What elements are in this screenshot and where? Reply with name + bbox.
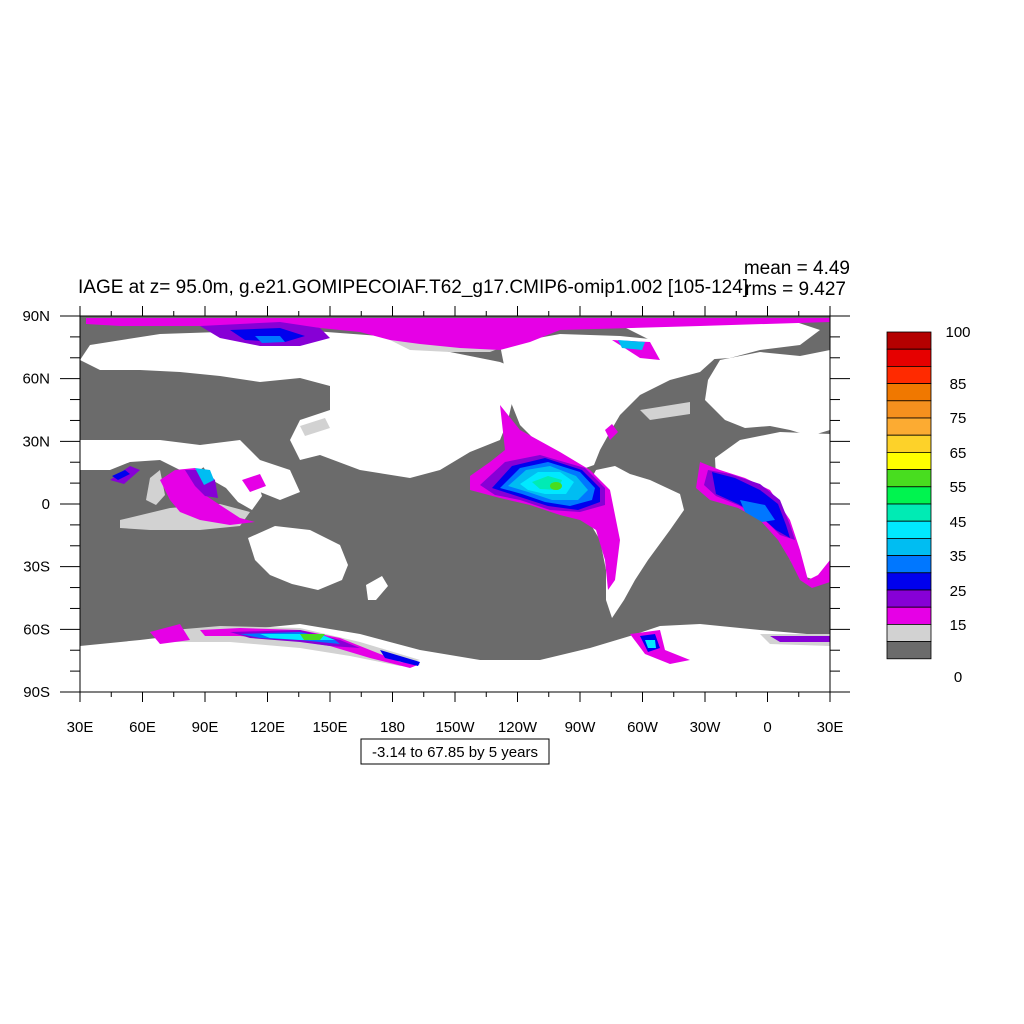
colorbar-swatch (886, 606, 932, 625)
land-southeast-asia (200, 460, 262, 510)
colorbar-swatch (886, 365, 932, 384)
x-tick-label: 120W (498, 719, 538, 736)
patch-indian-ocean (160, 468, 255, 525)
colorbar-swatch (886, 348, 932, 367)
colorbar-swatch (886, 520, 932, 539)
x-tick-label: 150W (435, 719, 475, 736)
colorbar-swatch (886, 400, 932, 419)
colorbar-swatch (886, 572, 932, 591)
mean-label: mean = 4.49 (744, 258, 850, 279)
land-greenland (620, 318, 820, 360)
colorbar-swatch (886, 503, 932, 522)
y-tick-label: 60N (22, 371, 50, 388)
colorbar-swatch (886, 434, 932, 453)
x-tick-label: 60W (627, 719, 659, 736)
contour-info: -3.14 to 67.85 by 5 years (372, 744, 538, 761)
x-tick-label: 30E (817, 719, 844, 736)
colorbar-swatch (886, 469, 932, 488)
colorbar-swatch (886, 331, 932, 350)
x-tick-label: 90E (192, 719, 219, 736)
colorbar-label: 55 (950, 479, 967, 496)
x-tick-label: 0 (763, 719, 771, 736)
x-tick-label: 30W (690, 719, 722, 736)
colorbar-label: 25 (950, 583, 967, 600)
y-tick-label: 90S (23, 684, 50, 701)
colorbar-label: 65 (950, 445, 967, 462)
x-tick-label: 30E (67, 719, 94, 736)
y-tick-label: 90N (22, 308, 50, 325)
colorbar-swatch (886, 417, 932, 436)
land-north-america (500, 334, 720, 470)
land-northern-eurasia (80, 330, 520, 478)
x-tick-label: 150E (312, 719, 347, 736)
colorbar-swatch (886, 641, 932, 660)
x-tick-label: 60E (129, 719, 156, 736)
map-title: IAGE at z= 95.0m, g.e21.GOMIPECOIAF.T62_… (78, 277, 748, 298)
colorbar-label: 75 (950, 410, 967, 427)
x-axis-labels: 30E 60E 90E 120E 150E 180 150W 120W 90W 60W 30W 0 30… (67, 719, 844, 736)
colorbar-label: 15 (950, 617, 967, 634)
colorbar-swatch (886, 451, 932, 470)
colorbar-swatch (886, 486, 932, 505)
land-australia (248, 526, 348, 590)
colorbar: 100 85 75 65 55 45 35 25 15 0 (886, 324, 971, 686)
x-tick-label: 120E (250, 719, 285, 736)
rms-label: rms = 9.427 (745, 279, 846, 300)
colorbar-swatch (886, 555, 932, 574)
colorbar-label: 85 (950, 376, 967, 393)
y-tick-label: 0 (42, 496, 50, 513)
x-tick-label: 180 (380, 719, 405, 736)
y-axis-labels: 90N 60N 30N 0 30S 60S 90S (22, 308, 50, 701)
colorbar-label: 0 (954, 669, 962, 686)
x-tick-label: 90W (565, 719, 597, 736)
axis-ticks (60, 306, 850, 702)
land-europe (705, 350, 830, 436)
colorbar-label: 35 (950, 548, 967, 565)
colorbar-label: 100 (945, 324, 970, 341)
colorbar-swatch (886, 383, 932, 402)
colorbar-label: 45 (950, 514, 967, 531)
patch-southern-ocean (150, 624, 190, 644)
colorbar-swatch (886, 538, 932, 557)
y-tick-label: 30S (23, 559, 50, 576)
age-patches (86, 318, 830, 668)
contour-info-box: -3.14 to 67.85 by 5 years (360, 738, 550, 765)
land-new-zealand (366, 576, 388, 600)
colorbar-swatch (886, 589, 932, 608)
colorbar-swatch (886, 624, 932, 643)
y-tick-label: 60S (23, 621, 50, 638)
y-tick-label: 30N (22, 433, 50, 450)
map-panel: 30E 60E 90E 120E 150E 180 150W 120W 90W 60W 30W 0 30… (22, 306, 850, 736)
